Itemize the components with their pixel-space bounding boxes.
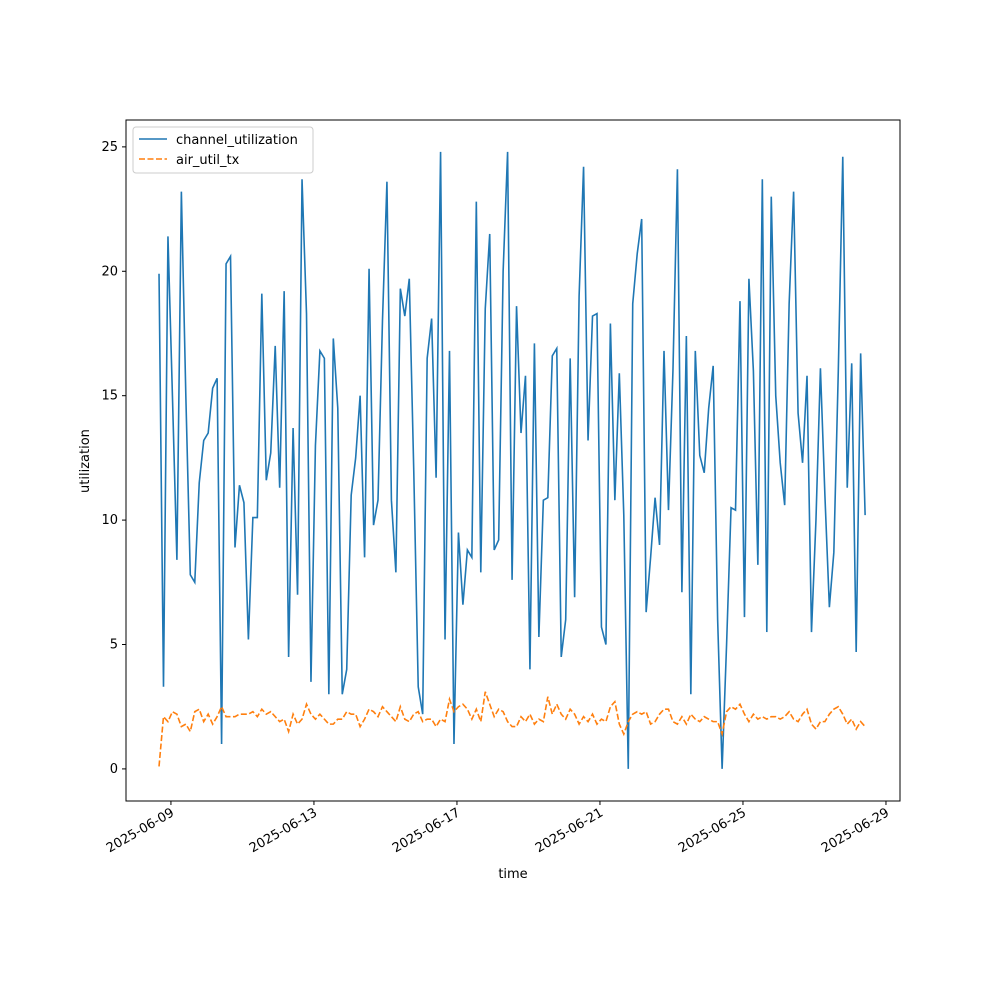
x-tick-label: 2025-06-09 — [104, 805, 177, 856]
x-tick-label: 2025-06-17 — [390, 805, 463, 856]
y-tick-label: 25 — [101, 140, 118, 155]
series-line — [158, 151, 866, 769]
x-tick-label: 2025-06-13 — [247, 805, 320, 856]
legend-box — [132, 126, 314, 174]
y-tick-label: 5 — [110, 637, 118, 652]
y-tick-label: 10 — [101, 513, 118, 528]
y-tick-label: 20 — [101, 264, 118, 279]
legend-label: air_util_tx — [176, 153, 240, 168]
x-tick-label: 2025-06-25 — [676, 805, 749, 856]
x-tick-label: 2025-06-29 — [819, 805, 892, 856]
x-tick-label: 2025-06-21 — [533, 805, 606, 856]
y-axis-label: utilization — [78, 429, 93, 493]
y-tick-label: 15 — [101, 389, 118, 404]
plot-frame — [125, 119, 901, 802]
series-line — [158, 691, 866, 767]
legend-label: channel_utilization — [176, 133, 298, 148]
x-axis-label: time — [498, 867, 527, 882]
y-tick-label: 0 — [110, 762, 118, 777]
